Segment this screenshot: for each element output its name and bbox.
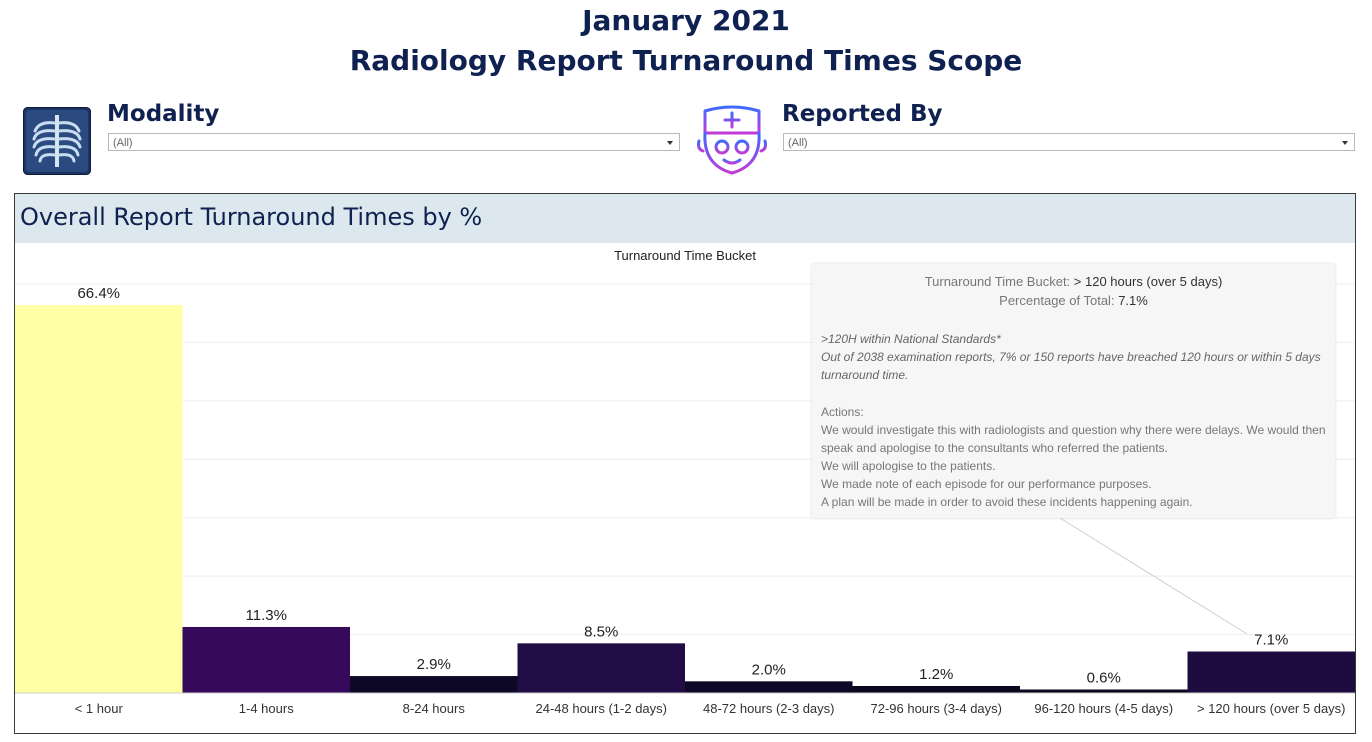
tooltip-pct-value: 7.1% (1118, 293, 1148, 308)
tooltip-action-4: A plan will be made in order to avoid th… (821, 495, 1193, 509)
tooltip-actions-title: Actions: (821, 405, 864, 419)
tooltip-pct-label: Percentage of Total: (999, 293, 1115, 308)
bar[interactable] (685, 681, 853, 693)
modality-selected-value: (All) (113, 137, 133, 149)
bar-value-label: 7.1% (1254, 632, 1288, 649)
x-tick-label: 1-4 hours (239, 701, 294, 716)
bar-value-label: 11.3% (246, 607, 287, 624)
bar[interactable] (182, 626, 351, 693)
xray-ribcage-icon (23, 107, 91, 175)
page-title: January 2021 (582, 4, 790, 37)
tooltip-action-2: We will apologise to the patients. (821, 459, 996, 473)
bar[interactable] (517, 643, 686, 693)
reported-by-dropdown[interactable]: (All) (783, 133, 1355, 151)
bar[interactable] (852, 685, 1021, 693)
x-tick-label: < 1 hour (75, 701, 124, 716)
x-tick-label: 24-48 hours (1-2 days) (535, 701, 667, 716)
x-tick-label: 48-72 hours (2-3 days) (703, 701, 835, 716)
bar-value-label: 0.6% (1087, 669, 1121, 686)
bar[interactable] (1020, 689, 1188, 693)
bar-value-label: 2.0% (752, 661, 786, 678)
tooltip-bucket-value: > 120 hours (over 5 days) (1073, 274, 1223, 289)
tooltip-pointer (1059, 517, 1248, 635)
x-tick-label: > 120 hours (over 5 days) (1197, 701, 1346, 716)
bar-tooltip: Turnaround Time Bucket: > 120 hours (ove… (812, 264, 1335, 518)
panel-header: Overall Report Turnaround Times by % (15, 194, 1355, 243)
bar-value-label: 66.4% (77, 285, 120, 302)
chevron-down-icon (1342, 141, 1348, 145)
doctor-avatar-icon (697, 105, 767, 175)
bar[interactable] (15, 305, 183, 693)
tooltip-bucket-label: Turnaround Time Bucket: (924, 274, 1071, 289)
bar-value-label: 1.2% (919, 666, 953, 683)
x-tick-label: 8-24 hours (403, 701, 466, 716)
page-subtitle: Radiology Report Turnaround Times Scope (349, 44, 1023, 77)
modality-dropdown[interactable]: (All) (108, 133, 680, 151)
bar-value-label: 8.5% (584, 623, 618, 640)
tooltip-bucket: Turnaround Time Bucket: > 120 hours (ove… (812, 274, 1335, 289)
bar[interactable] (350, 676, 518, 693)
reported-by-selected-value: (All) (788, 137, 808, 149)
reported-by-label: Reported By (782, 101, 943, 127)
tooltip-percentage: Percentage of Total: 7.1% (812, 293, 1335, 308)
tooltip-note-body: Out of 2038 examination reports, 7% or 1… (821, 350, 1321, 382)
bar[interactable] (1187, 651, 1356, 693)
bar-value-label: 2.9% (417, 656, 451, 673)
tooltip-action-3: We made note of each episode for our per… (821, 477, 1152, 491)
panel-title: Overall Report Turnaround Times by % (20, 203, 483, 231)
chevron-down-icon (667, 141, 673, 145)
tooltip-action-1: We would investigate this with radiologi… (821, 423, 1326, 455)
tooltip-note-title: >120H within National Standards* (821, 332, 1001, 346)
x-tick-label: 96-120 hours (4-5 days) (1034, 701, 1173, 716)
x-axis-title: Turnaround Time Bucket (614, 248, 756, 263)
modality-label: Modality (107, 101, 220, 127)
bar-chart: 66.4% < 1 hour 11.3% 1-4 hours 2.9% 8-24 hour… (15, 283, 1356, 716)
chart-panel: Overall Report Turnaround Times by % Tur… (14, 193, 1356, 734)
x-tick-label: 72-96 hours (3-4 days) (870, 701, 1002, 716)
